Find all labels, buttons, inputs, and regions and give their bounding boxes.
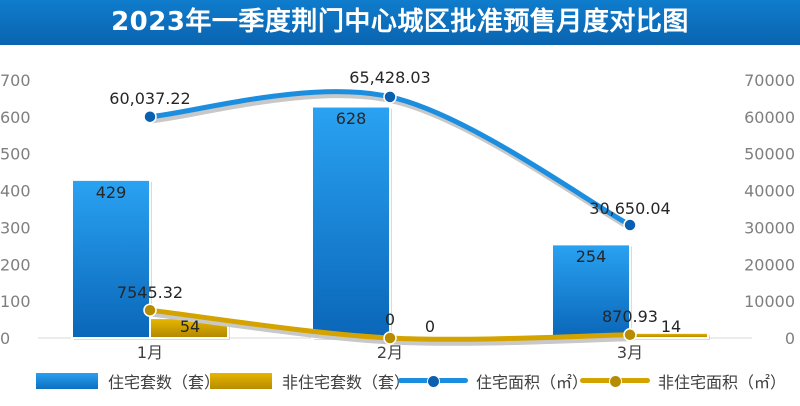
left-axis-tick-label: 100 <box>0 292 31 311</box>
right-axis-tick-label: 60000 <box>744 108 795 127</box>
left-axis-tick-label: 700 <box>0 71 31 90</box>
legend-item-residential-units: 住宅套数（套） <box>36 366 220 396</box>
x-axis-category-label: 2月 <box>377 343 403 362</box>
data-label: 628 <box>336 109 367 128</box>
series-point <box>623 328 637 342</box>
legend-swatch-residential-units <box>36 373 98 389</box>
data-label: 429 <box>96 183 127 202</box>
chart-legend: 住宅套数（套） 非住宅套数（套） 住宅面积（㎡） 非住宅面积（㎡） <box>10 366 790 396</box>
data-label: 60,037.22 <box>109 89 190 108</box>
legend-item-residential-area: 住宅面积（㎡） <box>398 366 588 396</box>
right-axis-tick-label: 50000 <box>744 145 795 164</box>
legend-label-nonresidential-units: 非住宅套数（套） <box>282 373 411 392</box>
data-label: 870.93 <box>602 307 658 326</box>
legend-label-nonresidential-area: 非住宅面积（㎡） <box>658 373 787 392</box>
data-label: 30,650.04 <box>589 199 670 218</box>
right-axis-tick-label: 30000 <box>744 218 795 237</box>
legend-label-residential-units: 住宅套数（套） <box>108 373 221 392</box>
left-axis-tick-label: 200 <box>0 255 31 274</box>
x-axis-category-label: 1月 <box>137 343 163 362</box>
chart-title: 2023年一季度荆门中心城区批准预售月度对比图 <box>111 7 689 37</box>
series-point <box>143 303 157 317</box>
legend-item-nonresidential-units: 非住宅套数（套） <box>210 366 410 396</box>
left-axis-tick-label: 500 <box>0 145 31 164</box>
chart-plot-area: 0 100 200 300 400 500 600 700 0 10000 20000 30000 40… <box>0 68 795 362</box>
legend-swatch-nonresidential-units <box>210 373 272 389</box>
data-label: 14 <box>661 317 681 336</box>
data-label: 65,428.03 <box>349 68 430 87</box>
series-point <box>383 331 397 345</box>
left-axis-tick-label: 400 <box>0 182 31 201</box>
series-point <box>623 218 637 232</box>
data-label: 254 <box>576 247 607 266</box>
bar <box>311 105 391 340</box>
right-axis-tick-label: 0 <box>785 329 795 348</box>
right-axis-tick-label: 20000 <box>744 255 795 274</box>
legend-swatch-residential-area <box>398 373 468 389</box>
left-axis-tick-label: 0 <box>0 329 10 348</box>
right-axis-tick-label: 70000 <box>744 71 795 90</box>
legend-item-nonresidential-area: 非住宅面积（㎡） <box>580 366 786 396</box>
left-axis-tick-label: 600 <box>0 108 31 127</box>
series-point <box>143 109 157 124</box>
x-axis-category-label: 3月 <box>617 343 643 362</box>
legend-swatch-nonresidential-area <box>580 373 650 389</box>
data-label: 54 <box>180 317 200 336</box>
bar <box>551 243 631 339</box>
right-axis-tick-label: 40000 <box>744 182 795 201</box>
title-bar <box>0 0 800 45</box>
right-axis-tick-label: 10000 <box>744 292 795 311</box>
left-axis-tick-label: 300 <box>0 218 31 237</box>
series-point <box>383 90 397 104</box>
data-label: 7545.32 <box>117 283 183 302</box>
bar <box>71 178 151 339</box>
legend-label-residential-area: 住宅面积（㎡） <box>476 373 589 392</box>
data-label: 0 <box>425 317 435 336</box>
data-label: 0 <box>385 310 395 329</box>
